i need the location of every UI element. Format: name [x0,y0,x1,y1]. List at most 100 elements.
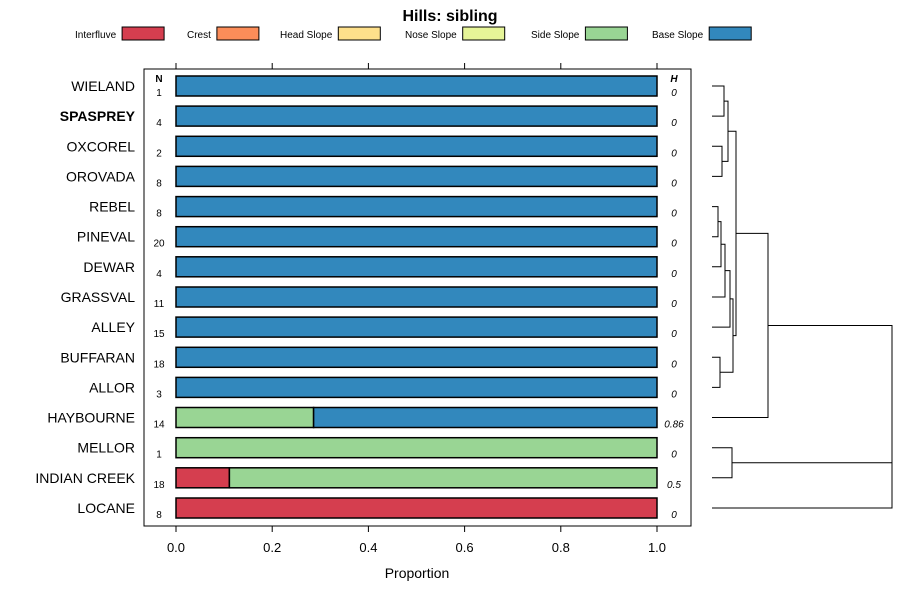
x-tick-label: 0.2 [263,540,281,555]
chart-title: Hills: sibling [402,8,497,25]
bar-segment-base-slope [175,225,658,248]
n-value: 8 [156,178,162,189]
n-value: 15 [153,329,165,340]
dendrogram-link [712,270,731,328]
bar-segment-base-slope [175,195,658,218]
legend-label: Nose Slope [405,30,457,41]
dendrogram-link [728,130,737,337]
row-label: INDIAN CREEK [35,470,135,486]
legend-swatch [216,26,260,41]
bar-segment-base-slope [175,135,658,158]
row-orovada: OROVADA 8 0 [66,165,677,189]
bar-segment-base-slope [175,316,658,338]
bar-segment-side-slope [228,467,658,489]
h-value: 0 [671,450,677,461]
bar-segment-side-slope [175,406,315,429]
bar-segment-base-slope [175,105,658,127]
legend-item-side-slope: Side Slope [531,26,628,41]
x-axis-label: Proportion [385,565,450,581]
legend-item-crest: Crest [187,26,260,41]
dendrogram [712,85,893,509]
row-grassval: GRASSVAL 11 0 [61,286,677,310]
bar-segment-base-slope [175,256,658,278]
legend-item-head-slope: Head Slope [280,26,381,41]
bar-segment-interfluve [175,497,658,519]
h-value: 0 [671,389,677,400]
row-label: ALLOR [89,379,135,395]
n-value: 3 [156,389,162,400]
legend-label: Head Slope [280,30,333,41]
x-tick-label: 0.8 [552,540,570,555]
row-label: OXCOREL [67,138,136,154]
legend-label: Base Slope [652,30,704,41]
legend: Interfluve Crest Head Slope Nose Slope Side … [75,26,752,41]
h-value: 0.86 [664,420,684,431]
bar-segment-base-slope [175,165,658,188]
dendrogram-link [712,232,769,418]
row-label: MELLOR [77,440,135,456]
dendrogram-link [712,221,722,268]
row-mellor: MELLOR 1 0 [77,436,677,461]
n-value: 18 [153,359,165,370]
row-label: OROVADA [66,168,136,184]
n-value: 8 [156,510,162,521]
x-tick-label: 0.0 [167,540,185,555]
row-spasprey: SPASPREY 4 0 [60,105,677,129]
legend-item-base-slope: Base Slope [652,26,752,41]
h-value: 0 [671,359,677,370]
legend-label: Side Slope [531,30,580,41]
dendrogram-link [712,447,733,479]
n-value: 2 [156,148,162,159]
n-value: 1 [156,450,162,461]
h-value: 0 [671,299,677,310]
row-dewar: DEWAR 4 0 [83,256,677,280]
legend-item-interfluve: Interfluve [75,26,165,41]
row-label: ALLEY [91,319,135,335]
h-value: 0 [671,209,677,220]
bar-segment-base-slope [175,346,658,369]
n-value: 4 [156,269,162,280]
row-label: GRASSVAL [61,289,136,305]
row-buffaran: BUFFARAN 18 0 [60,346,677,370]
n-column-header: N [155,74,162,85]
legend-swatch [584,26,628,41]
bar-segment-base-slope [175,286,658,308]
x-tick-label: 0.4 [359,540,377,555]
n-value: 20 [153,239,165,250]
dendrogram-link [712,243,726,298]
n-value: 1 [156,88,162,99]
legend-swatch [121,26,165,41]
x-axis: 0.0 0.2 0.4 0.6 0.8 1.0 [167,63,666,555]
legend-label: Interfluve [75,30,117,41]
bar-segment-base-slope [175,376,658,399]
bar-segment-side-slope [175,436,658,459]
h-value: 0 [671,239,677,250]
row-allor: ALLOR 3 0 [89,376,677,400]
dendrogram-link [712,356,721,388]
dendrogram-link [720,298,734,373]
row-label: BUFFARAN [60,349,135,365]
row-alley: ALLEY 15 0 [91,316,677,340]
row-wieland: WIELAND 1 0 [71,75,677,99]
legend-swatch [462,26,506,41]
plot-frame [143,68,692,527]
h-value: 0 [671,329,677,340]
bar-segment-base-slope [312,406,658,429]
legend-item-nose-slope: Nose Slope [405,26,506,41]
legend-label: Crest [187,30,211,41]
dendrogram-link [722,100,729,162]
dendrogram-link [712,206,719,238]
row-oxcorel: OXCOREL 2 0 [67,135,677,159]
dendrogram-link [712,145,723,177]
bar-segment-interfluve [175,467,231,489]
h-value: 0 [671,178,677,189]
row-label: HAYBOURNE [47,410,135,426]
n-value: 8 [156,209,162,220]
h-value: 0 [671,88,677,99]
h-value: 0.5 [667,480,681,491]
row-pineval: PINEVAL 20 0 [77,225,677,250]
row-label: WIELAND [71,78,135,94]
dendrogram-link [712,85,725,117]
row-label: DEWAR [83,259,135,275]
